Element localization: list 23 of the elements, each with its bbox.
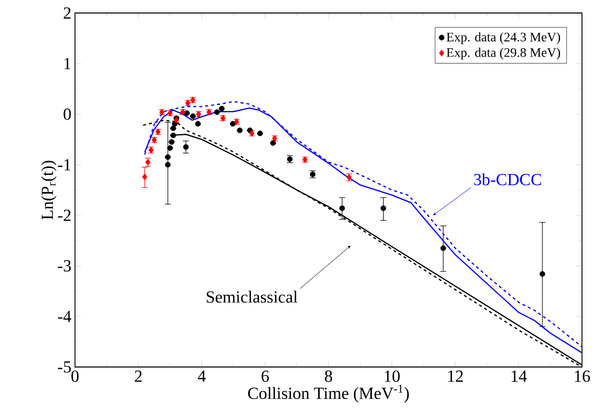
x-tick-label: 14: [512, 370, 527, 382]
x-tick-label: 0: [71, 370, 79, 382]
y-tick-label: -5: [58, 361, 71, 373]
y-tick-label: -2: [58, 210, 71, 221]
x-tick-label: 16: [575, 370, 590, 382]
x-tick-label: 6: [262, 370, 269, 382]
annotation: 3b-CDCC: [474, 173, 542, 186]
x-tick-label: 4: [198, 370, 206, 382]
y-tick-label: 0: [64, 108, 71, 120]
x-tick-label: 12: [448, 370, 463, 382]
x-tick-label: 10: [384, 370, 400, 382]
y-axis-title: Ln(P$_{r}$(t)): [41, 160, 57, 220]
y-tick-label: 2: [64, 7, 71, 19]
y-tick-label: -1: [58, 159, 70, 170]
y-tick-label: 1: [64, 58, 70, 70]
annotation: Semiclassical: [206, 290, 298, 303]
legend-label: Exp. data (29.8 MeV): [446, 48, 560, 60]
x-tick-label: 2: [134, 370, 142, 382]
x-axis-title: Collision Time (MeV$^{-1}$): [248, 384, 409, 402]
x-tick-label: 8: [324, 370, 332, 382]
y-tick-label: -3: [58, 260, 71, 272]
legend-label: Exp. data (24.3 MeV): [446, 32, 560, 44]
y-tick-label: -4: [58, 310, 72, 322]
